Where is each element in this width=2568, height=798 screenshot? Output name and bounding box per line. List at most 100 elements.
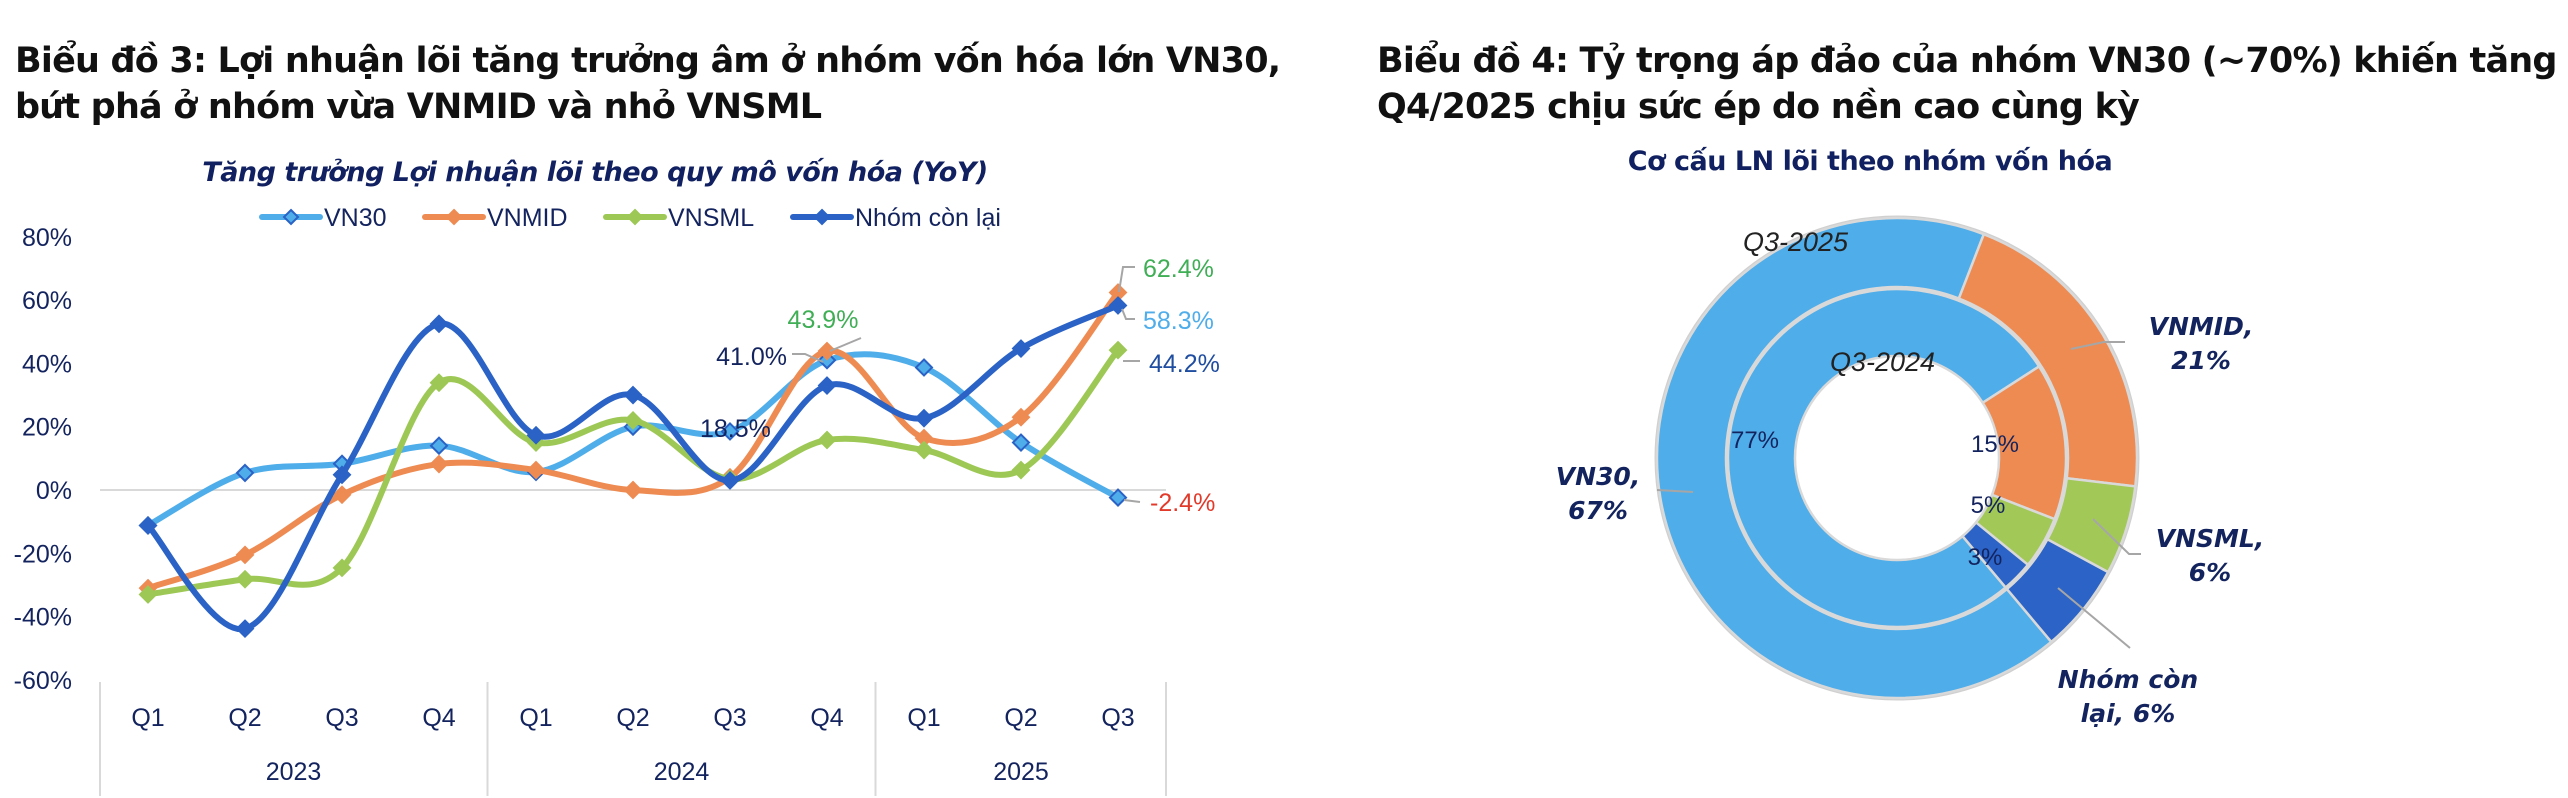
data-point-nhom-con-lai bbox=[526, 425, 546, 445]
data-point-nhom-con-lai bbox=[138, 516, 158, 535]
legend-label: VNMID bbox=[487, 204, 568, 232]
legend-label: Nhóm còn lại bbox=[855, 204, 1001, 232]
data-point-vn30 bbox=[1108, 488, 1128, 508]
data-point-vnsml bbox=[235, 569, 255, 589]
data-label: 62.4% bbox=[1143, 255, 1214, 283]
data-labels: 18.5% 41.0%43.9% 62.4% 58.3% 44.2% -2.4% bbox=[700, 255, 1220, 517]
ring-label-outer: Q3-2025 bbox=[1743, 227, 1849, 257]
x-tick-label: Q1 bbox=[131, 704, 164, 732]
outer-slice-label-line: 21% bbox=[2171, 346, 2231, 375]
outer-slice-label: Nhóm còn lại, 6% bbox=[2058, 665, 2198, 728]
series-vnsml bbox=[138, 340, 1128, 604]
x-tick-label: Q1 bbox=[519, 704, 552, 732]
slice-q3-2025-vn30 bbox=[1655, 216, 2054, 700]
data-point-vn30 bbox=[235, 463, 255, 483]
x-tick-label: Q3 bbox=[713, 704, 746, 732]
donut-slices bbox=[1654, 215, 2140, 701]
outer-slice-label-line: VNSML, bbox=[2156, 524, 2265, 553]
y-tick-label: -20% bbox=[14, 540, 72, 568]
data-point-nhom-con-lai bbox=[429, 314, 449, 334]
outer-slice-label-line: lại, 6% bbox=[2081, 699, 2176, 728]
data-point-nhom-con-lai bbox=[817, 376, 837, 395]
legend-marker bbox=[813, 208, 831, 226]
y-tick-label: -60% bbox=[14, 667, 72, 695]
series-vnmid bbox=[138, 283, 1128, 598]
data-label: 41.0% bbox=[716, 343, 787, 371]
data-label: -2.4% bbox=[1150, 489, 1215, 517]
data-point-vnmid bbox=[429, 454, 449, 474]
y-tick-label: 80% bbox=[22, 224, 72, 252]
data-point-vnsml bbox=[623, 410, 643, 430]
data-label: 44.2% bbox=[1149, 350, 1220, 378]
callout-leader bbox=[2057, 587, 2131, 649]
data-point-vnmid bbox=[526, 460, 546, 480]
data-point-nhom-con-lai bbox=[914, 408, 934, 428]
callout-leader bbox=[1656, 489, 1694, 493]
line-chart-title: Tăng trưởng Lợi nhuận lõi theo quy mô vố… bbox=[202, 157, 987, 188]
x-tick-label: Q3 bbox=[1101, 704, 1134, 732]
outer-slice-label: VNSML, 6% bbox=[2156, 524, 2265, 587]
data-point-vnmid bbox=[623, 480, 643, 500]
legend-label: VNSML bbox=[668, 204, 754, 232]
y-tick-label: 40% bbox=[22, 350, 72, 378]
donut-labels: Q3-2025 Q3-2024 77% 15% 5% 3% VN30, 67% VNMID, 21… bbox=[1556, 227, 2265, 728]
outer-slice-label-line: 6% bbox=[2189, 558, 2231, 587]
year-label: 2023 bbox=[266, 758, 322, 786]
data-point-vnsml bbox=[914, 440, 934, 460]
data-point-vn30 bbox=[1011, 433, 1031, 452]
inner-slice-label: 5% bbox=[1971, 492, 2006, 519]
series-nhom-con-lai bbox=[138, 296, 1128, 639]
left-title-line-1: Biểu đồ 3: Lợi nhuận lõi tăng trưởng âm … bbox=[15, 41, 1281, 81]
donut-chart-title: Cơ cấu LN lõi theo nhóm vốn hóa bbox=[1628, 146, 2112, 177]
callout-leader bbox=[2070, 341, 2125, 350]
slice-q3-2025-nhom-con-lai bbox=[2005, 537, 2110, 644]
left-title-line-2: bứt phá ở nhóm vừa VNMID và nhỏ VNSML bbox=[15, 87, 822, 127]
legend-item-nhom-con-lai: Nhóm còn lại bbox=[790, 204, 1001, 232]
outer-slice-label: VN30, 67% bbox=[1556, 462, 1641, 525]
legend-marker bbox=[445, 208, 463, 226]
data-label-leader bbox=[1118, 266, 1135, 293]
line-chart: Tăng trưởng Lợi nhuận lõi theo quy mô vố… bbox=[14, 157, 1220, 796]
outer-slice-label: VNMID, 21% bbox=[2149, 312, 2254, 375]
legend-item-vnmid: VNMID bbox=[422, 204, 568, 232]
legend-item-vn30: VN30 bbox=[259, 204, 387, 232]
data-label: 18.5% bbox=[700, 415, 771, 443]
inner-slice-label: 3% bbox=[1968, 544, 2003, 571]
x-tick-label: Q2 bbox=[1004, 704, 1037, 732]
x-tick-label: Q1 bbox=[907, 704, 940, 732]
y-tick-label: 60% bbox=[22, 287, 72, 315]
data-label-leader bbox=[829, 337, 862, 352]
y-tick-label: 0% bbox=[36, 477, 72, 505]
legend-label: VN30 bbox=[324, 204, 387, 232]
data-point-vn30 bbox=[914, 358, 934, 377]
x-tick-label: Q2 bbox=[228, 704, 261, 732]
callout-leader bbox=[2092, 518, 2141, 555]
legend-marker bbox=[626, 208, 644, 226]
inner-slice-label: 15% bbox=[1971, 431, 2019, 458]
data-label-leader bbox=[1121, 308, 1135, 320]
donut-chart: Cơ cấu LN lõi theo nhóm vốn hóa Q3-2025Q… bbox=[1556, 146, 2265, 728]
data-label-leader bbox=[1123, 499, 1141, 503]
data-point-vn30 bbox=[720, 422, 740, 441]
slice-q3-2024-vn30 bbox=[1726, 287, 2041, 629]
year-label: 2024 bbox=[654, 758, 710, 786]
legend-item-vnsml: VNSML bbox=[603, 204, 754, 232]
y-tick-label: -40% bbox=[14, 604, 72, 632]
data-point-nhom-con-lai bbox=[1011, 339, 1031, 358]
left-chart-title: Biểu đồ 3: Lợi nhuận lõi tăng trưởng âm … bbox=[15, 38, 1281, 130]
year-label: 2025 bbox=[993, 758, 1049, 786]
data-point-vnsml bbox=[138, 585, 158, 604]
data-point-vnsml bbox=[429, 373, 449, 393]
series-line-vnmid bbox=[145, 289, 1121, 592]
y-tick-label: 20% bbox=[22, 414, 72, 442]
x-tick-label: Q4 bbox=[810, 704, 843, 732]
outer-slice-label-line: VN30, bbox=[1556, 462, 1641, 491]
data-point-vn30 bbox=[429, 436, 449, 456]
legend-marker bbox=[282, 208, 300, 226]
outer-slice-label-line: VNMID, bbox=[2149, 312, 2254, 341]
y-axis: 80% 60% 40% 20% 0% -20% -40% -60% bbox=[14, 224, 72, 695]
data-point-vnsml bbox=[332, 558, 352, 578]
slice-q3-2024-nhom-con-lai bbox=[1960, 520, 2030, 590]
